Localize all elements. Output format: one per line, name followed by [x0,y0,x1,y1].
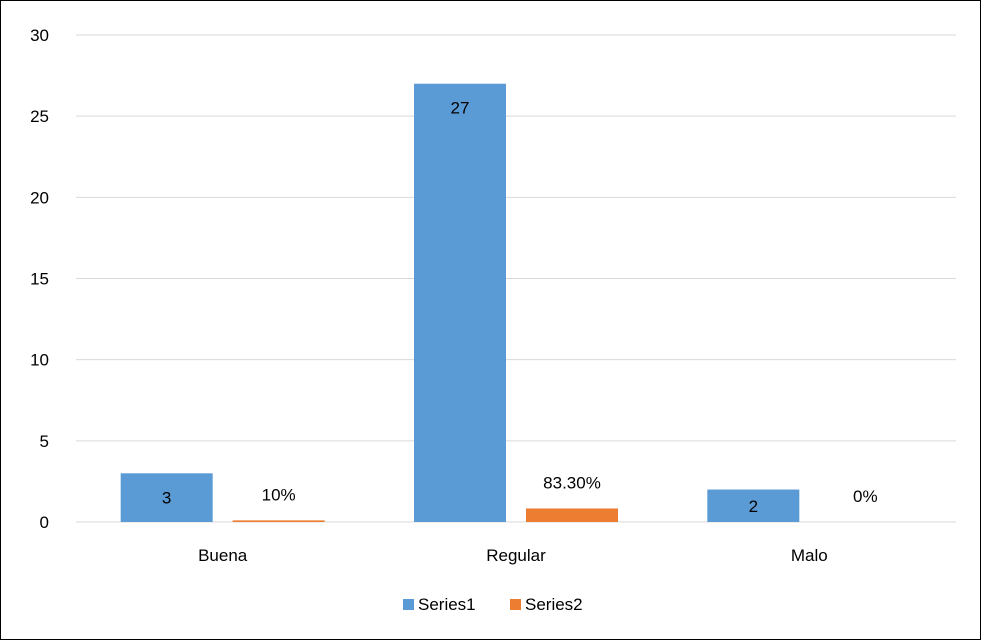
y-axis-ticks: 0 5 10 15 20 25 30 [30,26,49,532]
bar-series1-regular [414,83,506,522]
y-tick-label: 5 [40,432,49,451]
gridlines [76,34,956,523]
bar-series2-buena [232,520,325,522]
data-label: 83.30% [543,473,601,492]
y-tick-label: 10 [30,351,49,370]
data-labels: 3 10% 27 83.30% 2 0% [162,99,878,516]
bar-series1-buena [120,473,213,522]
data-label: 27 [451,99,470,118]
bars [120,83,800,522]
data-label: 3 [162,489,171,508]
data-label: 0% [853,487,878,506]
category-labels: Buena Regular Malo [198,546,828,565]
legend-label: Series1 [418,595,476,614]
category-label: Malo [791,546,828,565]
legend-label: Series2 [525,595,583,614]
y-tick-label: 25 [30,107,49,126]
y-tick-label: 0 [40,513,49,532]
y-tick-label: 20 [30,188,49,207]
legend: Series1 Series2 [403,595,583,614]
data-label: 2 [749,497,758,516]
category-label: Buena [198,546,248,565]
y-tick-label: 30 [30,26,49,45]
legend-swatch [403,599,414,610]
data-label: 10% [262,485,296,504]
category-label: Regular [486,546,546,565]
y-tick-label: 15 [30,270,49,289]
bar-series2-regular [526,508,618,522]
bar-series1-malo [707,489,800,522]
legend-swatch [510,599,521,610]
